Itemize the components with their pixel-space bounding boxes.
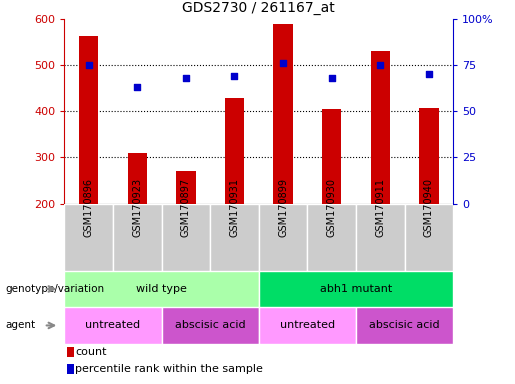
Bar (307, 204, 356, 271)
Bar (162, 307, 259, 344)
Bar (79, 36, 98, 204)
Text: GSM170911: GSM170911 (375, 178, 385, 237)
Point (425, 71, 433, 78)
Bar (273, 24, 293, 204)
Text: GSM170899: GSM170899 (278, 178, 288, 237)
Bar (67, 347, 75, 357)
Bar (128, 153, 147, 204)
Text: GSM170923: GSM170923 (132, 178, 142, 237)
Text: GSM170896: GSM170896 (83, 178, 94, 237)
Bar (225, 98, 244, 204)
Point (84, 62, 93, 68)
Title: GDS2730 / 261167_at: GDS2730 / 261167_at (182, 2, 335, 15)
Text: GSM170897: GSM170897 (181, 178, 191, 237)
Text: abh1 mutant: abh1 mutant (320, 284, 392, 294)
Text: untreated: untreated (85, 320, 141, 331)
Bar (259, 271, 453, 307)
Text: GSM170931: GSM170931 (230, 178, 239, 237)
Bar (405, 204, 453, 271)
Bar (162, 204, 210, 271)
Point (182, 75, 190, 81)
Text: untreated: untreated (280, 320, 335, 331)
Point (376, 62, 384, 68)
Bar (176, 171, 196, 204)
Text: GSM170930: GSM170930 (327, 178, 337, 237)
Point (328, 75, 336, 81)
Text: abscisic acid: abscisic acid (369, 320, 440, 331)
Text: wild type: wild type (136, 284, 187, 294)
Bar (259, 307, 356, 344)
Bar (259, 204, 307, 271)
Text: GSM170940: GSM170940 (424, 178, 434, 237)
Point (133, 84, 142, 91)
Text: agent: agent (5, 320, 35, 331)
Bar (210, 204, 259, 271)
Bar (64, 307, 162, 344)
Point (230, 73, 238, 79)
Bar (419, 108, 439, 204)
Bar (64, 271, 259, 307)
Bar (371, 51, 390, 204)
Bar (67, 364, 75, 374)
Text: percentile rank within the sample: percentile rank within the sample (75, 364, 263, 374)
Bar (64, 204, 113, 271)
Text: genotype/variation: genotype/variation (5, 284, 104, 294)
Point (279, 60, 287, 66)
Bar (356, 204, 405, 271)
Text: abscisic acid: abscisic acid (175, 320, 246, 331)
Bar (113, 204, 162, 271)
Bar (356, 307, 453, 344)
Text: count: count (75, 347, 107, 357)
Bar (322, 109, 341, 204)
